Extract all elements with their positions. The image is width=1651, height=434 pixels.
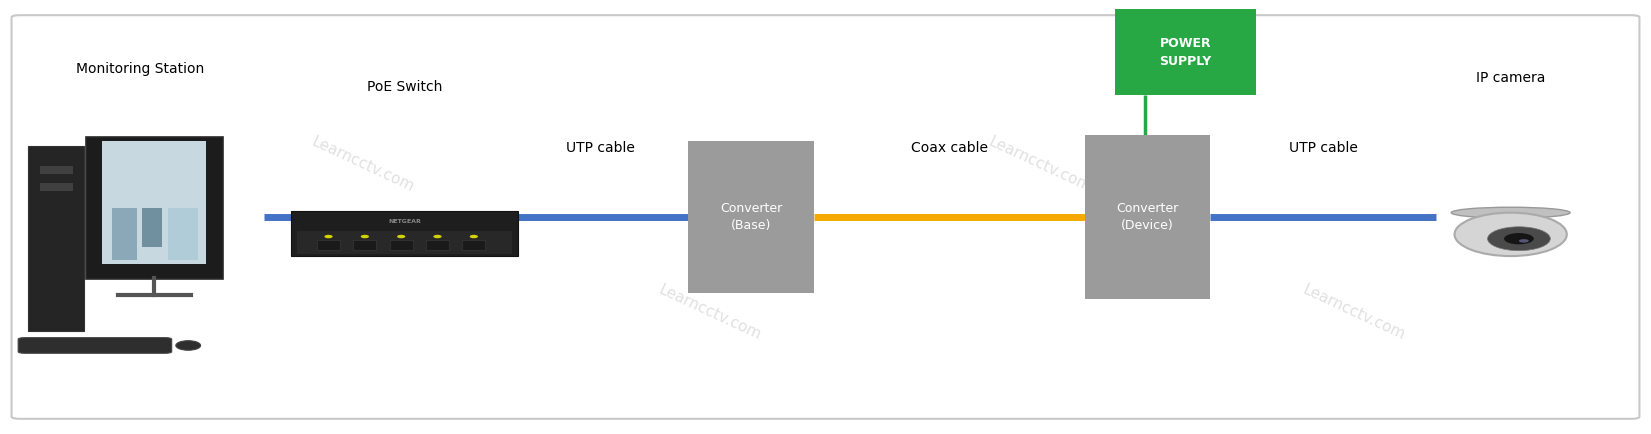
Text: UTP cable: UTP cable xyxy=(1289,141,1357,155)
FancyBboxPatch shape xyxy=(291,211,518,256)
Ellipse shape xyxy=(433,235,442,238)
FancyBboxPatch shape xyxy=(86,137,223,279)
FancyBboxPatch shape xyxy=(102,141,206,264)
FancyBboxPatch shape xyxy=(168,208,198,260)
FancyBboxPatch shape xyxy=(462,240,485,250)
FancyBboxPatch shape xyxy=(40,183,73,191)
Text: Coax cable: Coax cable xyxy=(911,141,987,155)
FancyBboxPatch shape xyxy=(426,240,449,250)
Text: Converter
(Device): Converter (Device) xyxy=(1116,201,1179,233)
Ellipse shape xyxy=(1451,207,1570,218)
FancyBboxPatch shape xyxy=(297,231,512,254)
FancyBboxPatch shape xyxy=(142,208,162,247)
FancyBboxPatch shape xyxy=(353,240,376,250)
Text: UTP cable: UTP cable xyxy=(566,141,634,155)
FancyBboxPatch shape xyxy=(112,208,137,260)
Text: POWER
SUPPLY: POWER SUPPLY xyxy=(1159,36,1212,68)
FancyBboxPatch shape xyxy=(390,240,413,250)
Ellipse shape xyxy=(1455,213,1567,256)
Ellipse shape xyxy=(1488,227,1550,250)
FancyBboxPatch shape xyxy=(688,141,814,293)
Text: Learncctv.com: Learncctv.com xyxy=(310,135,416,195)
Text: Learncctv.com: Learncctv.com xyxy=(1301,282,1407,343)
FancyBboxPatch shape xyxy=(18,338,172,353)
Text: NETGEAR: NETGEAR xyxy=(388,219,421,224)
Ellipse shape xyxy=(360,235,368,238)
FancyBboxPatch shape xyxy=(1085,135,1210,299)
Text: Learncctv.com: Learncctv.com xyxy=(657,282,763,343)
Ellipse shape xyxy=(471,235,479,238)
FancyBboxPatch shape xyxy=(12,15,1639,419)
FancyBboxPatch shape xyxy=(317,240,340,250)
Text: Monitoring Station: Monitoring Station xyxy=(76,62,205,76)
FancyBboxPatch shape xyxy=(1114,9,1255,95)
Text: IP camera: IP camera xyxy=(1476,71,1545,85)
FancyBboxPatch shape xyxy=(40,166,73,174)
Ellipse shape xyxy=(1504,233,1534,244)
Ellipse shape xyxy=(177,341,201,350)
Text: PoE Switch: PoE Switch xyxy=(367,80,442,94)
Text: Learncctv.com: Learncctv.com xyxy=(987,135,1093,195)
Ellipse shape xyxy=(324,235,332,238)
Text: Converter
(Base): Converter (Base) xyxy=(720,201,783,233)
Ellipse shape xyxy=(396,235,404,238)
Ellipse shape xyxy=(1519,239,1529,243)
FancyBboxPatch shape xyxy=(28,146,84,331)
